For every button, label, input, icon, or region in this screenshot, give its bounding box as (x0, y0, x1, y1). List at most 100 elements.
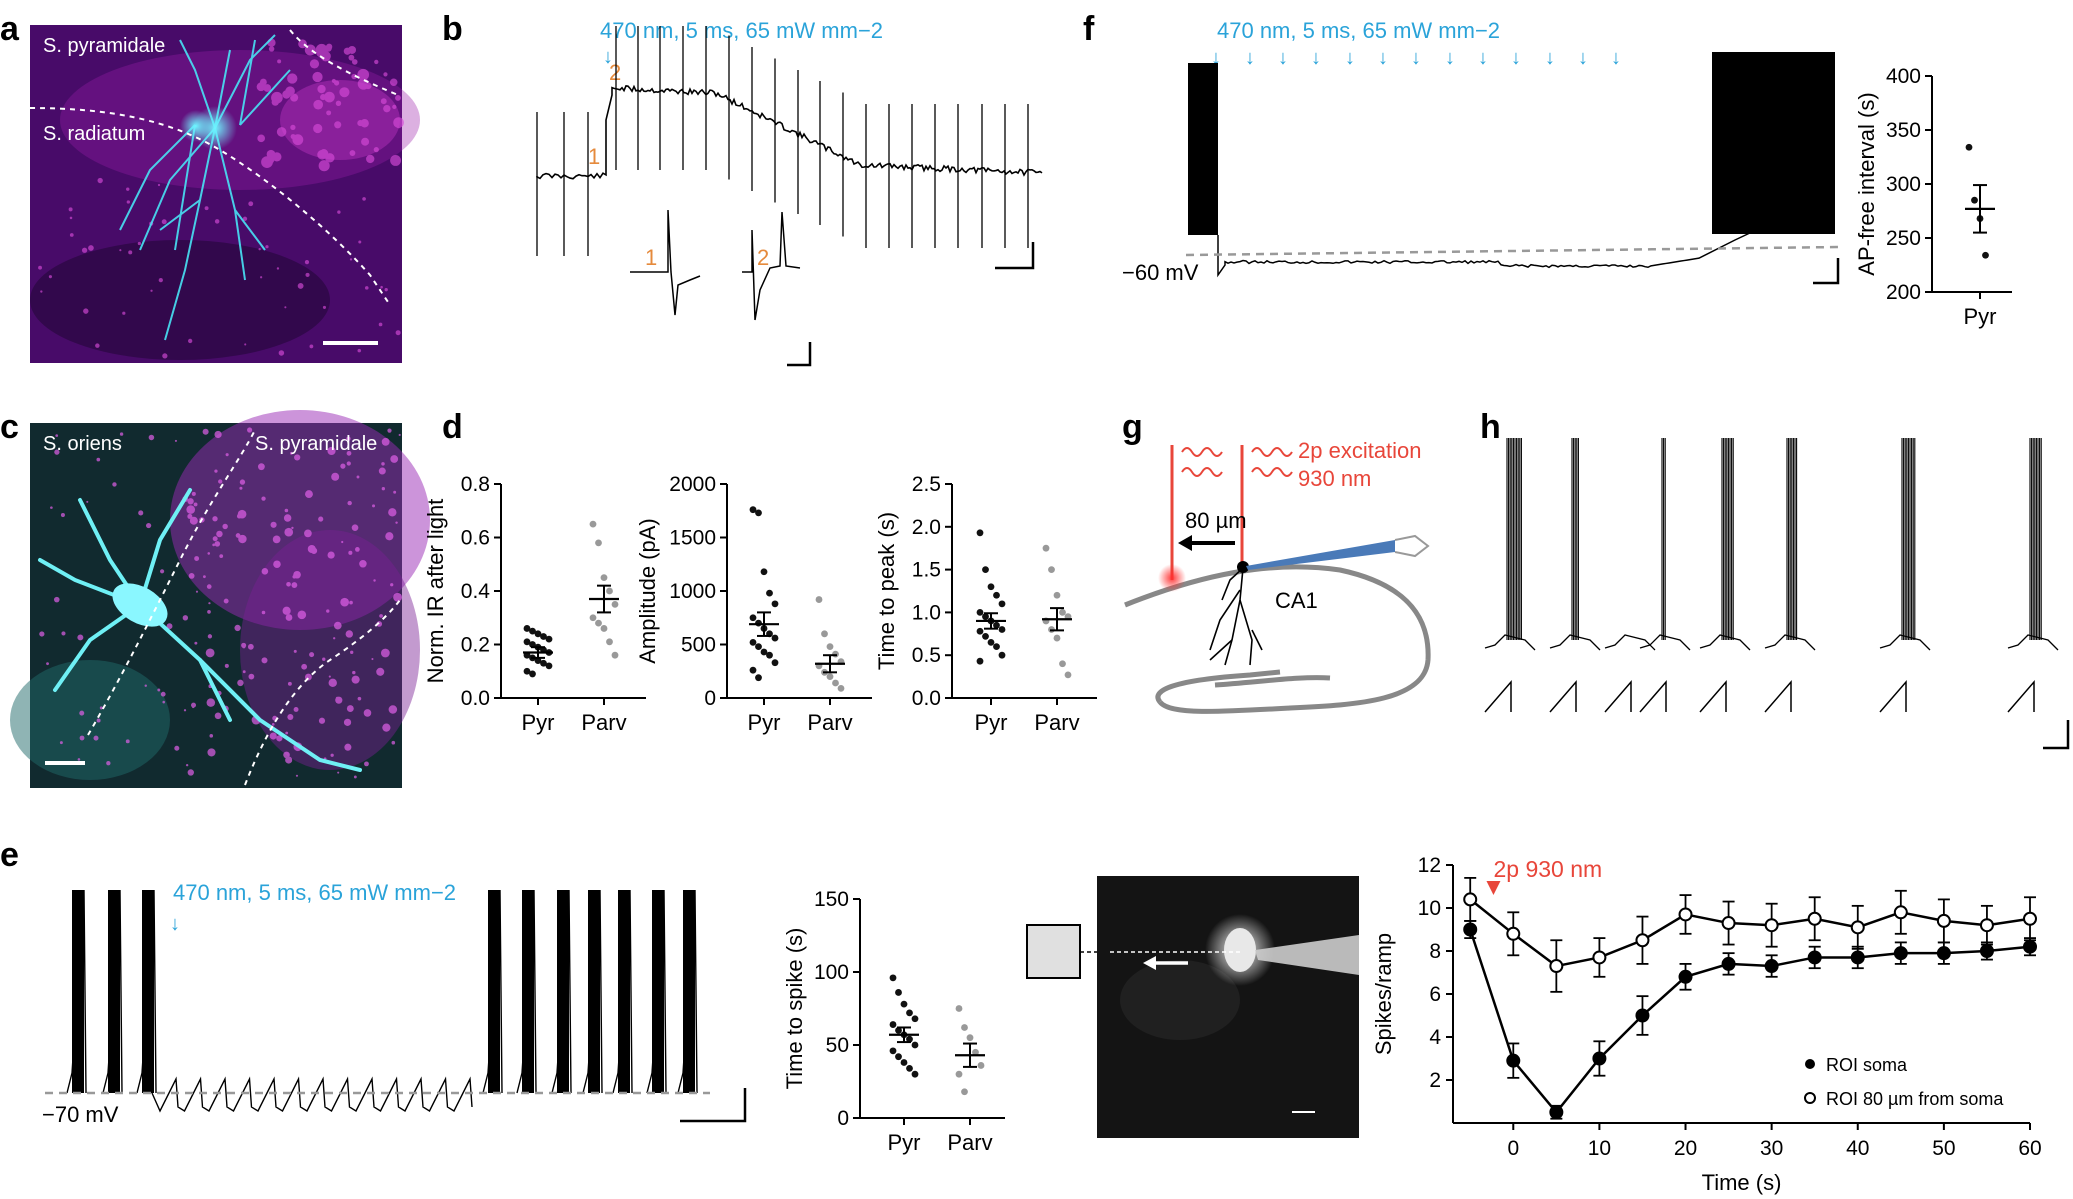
region-label-s-pyramidale-c: S. pyramidale (255, 433, 377, 455)
tissue-dot (205, 648, 215, 658)
tissue-dot (348, 550, 353, 555)
data-point (900, 1000, 908, 1008)
tissue-dot (304, 529, 312, 538)
data-point (961, 1088, 968, 1096)
tissue-dot (247, 427, 253, 433)
tissue-dot (318, 516, 324, 522)
tissue-dot (247, 643, 254, 650)
tissue-dot (192, 705, 195, 709)
data-point (889, 974, 897, 982)
tissue-dot (214, 712, 222, 720)
tissue-dot (318, 160, 330, 172)
y-tick-label: 200 (1886, 281, 1921, 304)
tissue-dot (261, 496, 266, 501)
tissue-dot (317, 84, 326, 94)
tissue-dot (391, 740, 396, 745)
tissue-dot (326, 110, 332, 116)
data-point (906, 1009, 913, 1017)
data-point (606, 587, 613, 595)
trace-h-ramp (1639, 679, 1667, 713)
tissue-dot (59, 741, 63, 745)
data-point (832, 650, 839, 658)
trace-h-vm (1604, 634, 1656, 651)
data-point (895, 989, 902, 996)
excitation-label: 2p excitation (1298, 438, 1422, 463)
data-point (906, 1035, 913, 1043)
tissue-dot (387, 428, 392, 433)
tissue-dot (212, 536, 218, 542)
y-tick-label: 0.8 (461, 473, 490, 496)
y-tick-label: 8 (1429, 940, 1441, 963)
data-point (998, 626, 1006, 633)
tissue-dot (297, 610, 307, 620)
red-arrow-icon (1486, 881, 1501, 895)
stimulus-label-h: 2p 930 nm (1493, 856, 1602, 882)
data-point (976, 657, 984, 665)
data-point (529, 670, 536, 678)
data-point (993, 591, 1000, 599)
tissue-dot (284, 527, 294, 537)
tissue-dot (393, 592, 403, 602)
tissue-dot (69, 233, 74, 237)
tissue-dot (380, 648, 390, 658)
tissue-dot (278, 350, 285, 356)
data-point (911, 1041, 919, 1049)
data-point (976, 609, 984, 616)
trace-e-ramp (66, 889, 87, 1094)
data-point (1592, 1051, 1607, 1066)
tissue-dot (282, 606, 291, 615)
data-point (595, 539, 602, 547)
tissue-dot (237, 679, 244, 687)
tissue-dot (206, 584, 212, 589)
schematic-g: 2p excitation 930 nm 80 µm CA1 (1124, 438, 1431, 714)
data-point (1807, 911, 1822, 926)
tissue-dot (260, 276, 263, 279)
data-point (523, 625, 531, 632)
data-point (1850, 920, 1865, 935)
blue-arrow-icon-e: ↓ (170, 913, 180, 935)
tissue-dot (290, 124, 296, 130)
data-point (589, 520, 597, 528)
tissue-dot (157, 183, 161, 187)
y-axis-label: Time to spike (s) (782, 928, 807, 1090)
tissue-dot (207, 552, 211, 555)
data-point (911, 1015, 919, 1023)
data-point (998, 651, 1006, 659)
tissue-dot (272, 535, 281, 544)
data-point (998, 600, 1006, 608)
tissue-dot (268, 157, 275, 164)
tissue-dot (38, 265, 42, 270)
tissue-dot (304, 260, 310, 265)
scale-bar-b (995, 242, 1035, 270)
tissue-dot (212, 516, 218, 522)
tissue-dot (183, 709, 187, 712)
tissue-dot (287, 73, 298, 84)
membrane-potential-f: −60 mV (1122, 260, 1199, 285)
data-point (1971, 196, 1978, 204)
tissue-dot (293, 706, 299, 712)
panel-label-a: a (0, 10, 20, 48)
x-tick-label: Parv (947, 1130, 992, 1155)
tissue-dot (374, 59, 379, 65)
tissue-dot (357, 68, 370, 81)
tissue-dot (318, 717, 326, 724)
trace-e-ramp (136, 889, 157, 1094)
baseline-dashed-f (1185, 245, 1841, 257)
trace-h-ramp (1604, 679, 1632, 713)
tissue-dot (291, 526, 294, 530)
tissue-dot (219, 554, 224, 558)
tissue-dot (289, 451, 293, 455)
tissue-dot (333, 621, 342, 630)
data-point (1979, 944, 1994, 958)
trace-h-vm (1699, 634, 1751, 651)
tissue-dot (257, 134, 265, 143)
trace-e-ramp (646, 889, 667, 1094)
data-point (1506, 926, 1521, 941)
y-tick-label: 0.2 (461, 634, 490, 657)
tissue-dot (293, 649, 297, 653)
tissue-dot (349, 600, 353, 605)
tissue-dot (285, 731, 289, 735)
tissue-dot (202, 428, 209, 435)
data-point (606, 638, 613, 646)
tissue-dot (218, 479, 223, 484)
